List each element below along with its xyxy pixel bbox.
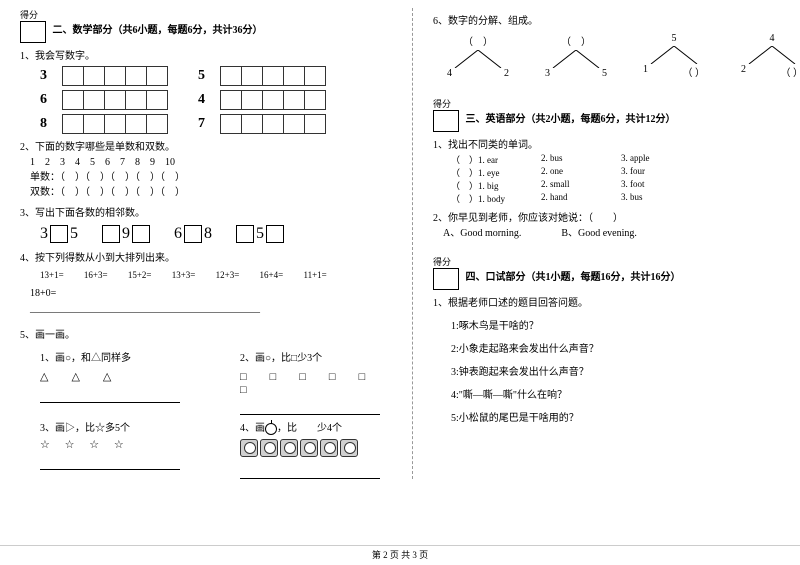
q1: 1、我会写数字。 (20, 47, 400, 62)
grid (62, 90, 168, 110)
section-3-title: 三、英语部分（共2小题，每题6分，共计12分） (466, 110, 676, 125)
num-row-1: 3 5 (40, 66, 400, 86)
blank-line (240, 478, 380, 479)
eng-row: （ ）1. body2. hand3. bus (451, 192, 800, 205)
q2-double: 双数：（ ）（ ）（ ）（ ）（ ） (30, 185, 400, 200)
neighbor-item: 5 (236, 225, 284, 243)
q5: 5、画一画。 (20, 326, 400, 341)
blank-line (40, 402, 180, 403)
grid (62, 66, 168, 86)
eq2: 2、你早见到老师，你应该对她说：（ ） (433, 209, 800, 224)
draw-item-2: 2、画○，比□少3个 □ □ □ □ □ □ (240, 349, 400, 415)
num-label: 7 (198, 116, 212, 132)
right-column: 6、数字的分解、组成。 （ ） 42 （ ） 35 5 1（ ） 4 2（ ） (421, 8, 800, 479)
num-label: 5 (198, 68, 212, 84)
grid (220, 90, 326, 110)
eng-row: （ ）1. eye2. one3. four (451, 166, 800, 179)
worksheet-page: 得分 二、数学部分（共6小题，每题6分，共计36分） 1、我会写数字。 3 5 … (0, 0, 800, 487)
tree-row: （ ） 42 （ ） 35 5 1（ ） 4 2（ ） (443, 33, 800, 79)
blank-line (40, 469, 180, 470)
draw-item-3: 3、画▷，比☆多5个 ☆ ☆ ☆ ☆ (40, 419, 200, 479)
section-4-title: 四、口试部分（共1小题，每题16分，共计16分） (466, 268, 681, 283)
arith-blank: ________________________________________… (30, 301, 400, 316)
score-block: 得分 二、数学部分（共6小题，每题6分，共计36分） (20, 8, 400, 43)
oral-item: 3:钟表跑起来会发出什么声音？ (451, 363, 800, 378)
draw-item-1: 1、画○，和△同样多 △ △ △ (40, 349, 200, 415)
draw-item-4: 4、画，比 少4个 (240, 419, 400, 479)
num-row-3: 8 7 (40, 114, 400, 134)
eq1: 1、找出不同类的单词。 (433, 136, 800, 151)
q2-single: 单数：（ ）（ ）（ ）（ ）（ ） (30, 170, 400, 185)
grid (220, 66, 326, 86)
oral-item: 1:啄木鸟是干啥的？ (451, 317, 800, 332)
q2-numbers: 1 2 3 4 5 6 7 8 9 10 (30, 155, 400, 170)
q3: 3、写出下面各数的相邻数。 (20, 204, 400, 219)
page-footer: 第 2 页 共 3 页 (0, 545, 800, 561)
grid (220, 114, 326, 134)
score-label: 得分 (433, 255, 800, 268)
oral-item: 5:小松鼠的尾巴是干啥用的？ (451, 409, 800, 424)
q6: 6、数字的分解、组成。 (433, 12, 800, 27)
tree-4: 4 2（ ） (737, 33, 800, 79)
eq2-opts: A、Good morning. B、Good evening. (443, 226, 800, 241)
num-label: 6 (40, 92, 54, 108)
neighbor-row: 35 9 68 5 (40, 225, 400, 243)
score-block-3: 得分 三、英语部分（共2小题，每题6分，共计12分） (433, 97, 800, 132)
tree-2: （ ） 35 (541, 33, 611, 79)
oral-item: 2:小象走起路来会发出什么声音？ (451, 340, 800, 355)
tree-3: 5 1（ ） (639, 33, 709, 79)
score-box (433, 110, 459, 132)
face-row (240, 439, 400, 460)
num-label: 3 (40, 68, 54, 84)
score-block-4: 得分 四、口试部分（共1小题，每题16分，共计16分） (433, 255, 800, 290)
eng-row: （ ）1. big2. small3. foot (451, 179, 800, 192)
score-label: 得分 (433, 97, 800, 110)
grid (62, 114, 168, 134)
circle-icon (265, 423, 277, 435)
section-2-title: 二、数学部分（共6小题，每题6分，共计36分） (53, 21, 263, 36)
arith-extra: 18+0= (30, 286, 400, 301)
left-column: 得分 二、数学部分（共6小题，每题6分，共计36分） 1、我会写数字。 3 5 … (20, 8, 413, 479)
neighbor-item: 9 (102, 225, 150, 243)
num-row-2: 6 4 (40, 90, 400, 110)
q2: 2、下面的数字哪些是单数和双数。 (20, 138, 400, 153)
oral-item: 4:"嘶—嘶—嘶"什么在响？ (451, 386, 800, 401)
blank-line (240, 414, 380, 415)
neighbor-item: 68 (174, 225, 212, 243)
eng-row: （ ）1. ear2. bus3. apple (451, 153, 800, 166)
oq1: 1、根据老师口述的题目回答问题。 (433, 294, 800, 309)
draw-section: 1、画○，和△同样多 △ △ △ 2、画○，比□少3个 □ □ □ □ □ □ … (20, 349, 400, 479)
score-box (433, 268, 459, 290)
score-label: 得分 (20, 8, 400, 21)
num-label: 8 (40, 116, 54, 132)
arith-row: 13+1= 16+3= 15+2= 13+3= 12+3= 16+4= 11+1… (40, 270, 400, 280)
neighbor-item: 35 (40, 225, 78, 243)
num-label: 4 (198, 92, 212, 108)
q4: 4、按下列得数从小到大排列出来。 (20, 249, 400, 264)
score-box (20, 21, 46, 43)
tree-1: （ ） 42 (443, 33, 513, 79)
